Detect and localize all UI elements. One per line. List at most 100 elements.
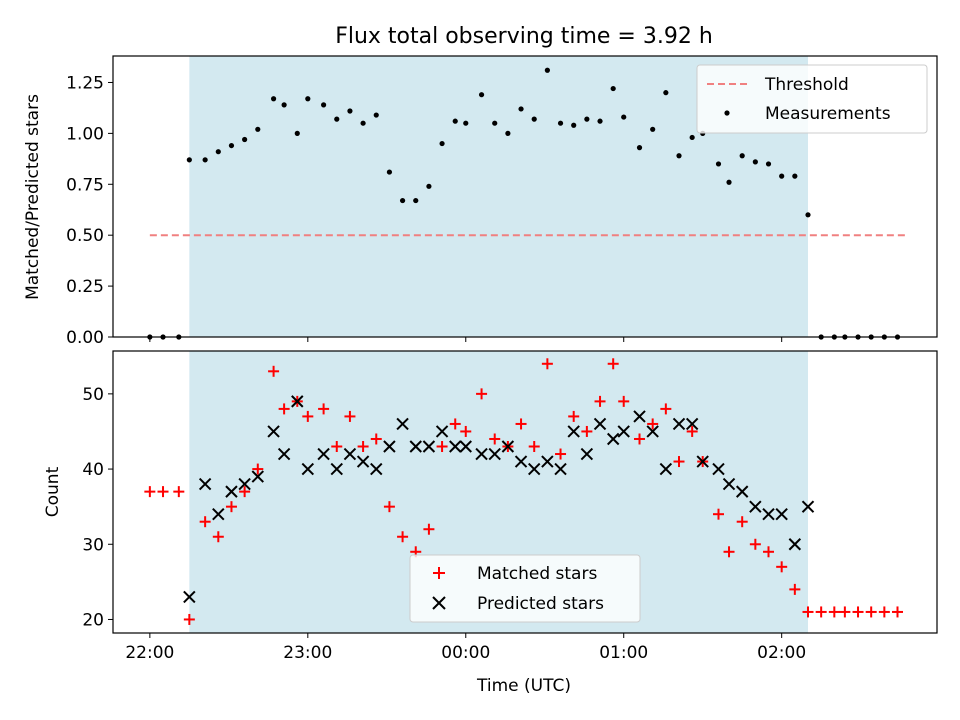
measurement-point bbox=[270, 96, 277, 102]
measurement-point bbox=[215, 149, 221, 155]
matched-star-marker bbox=[647, 418, 659, 430]
predicted-star-marker bbox=[317, 447, 330, 461]
measurement-point bbox=[347, 108, 353, 114]
matched-star-marker bbox=[199, 516, 211, 528]
top-y-ticks: 0.00 0.25 0.50 0.75 1.00 1.25 bbox=[66, 73, 113, 348]
bottom-panel: 20 30 40 50 22:00 23:00 00:00 01:00 02:00 Count… bbox=[43, 350, 938, 696]
matched-star-marker bbox=[476, 388, 488, 400]
measurement-point bbox=[399, 197, 406, 204]
matched-star-marker bbox=[839, 606, 851, 618]
matched-star-marker bbox=[157, 486, 169, 498]
measurement-point bbox=[281, 102, 287, 108]
predicted-star-marker bbox=[449, 440, 462, 453]
predicted-star-marker bbox=[528, 462, 541, 476]
chart-title: Flux total observing time = 3.92 h bbox=[335, 24, 713, 49]
matched-star-marker bbox=[239, 486, 251, 498]
measurement-point bbox=[186, 157, 192, 163]
y-tick-label: 0.75 bbox=[66, 175, 104, 195]
matched-star-marker bbox=[618, 395, 630, 407]
matched-star-marker bbox=[302, 410, 314, 422]
matched-star-marker bbox=[865, 606, 877, 618]
measurement-point bbox=[360, 120, 366, 126]
matched-star-marker bbox=[460, 425, 472, 437]
measurement-point bbox=[739, 153, 745, 159]
predicted-star-marker bbox=[422, 440, 436, 453]
measurement-point bbox=[689, 134, 695, 141]
predicted-star-marker bbox=[198, 477, 212, 491]
measurement-point bbox=[242, 136, 248, 143]
x-axis-label: Time (UTC) bbox=[476, 676, 571, 696]
measurement-point bbox=[663, 90, 669, 96]
y-tick-label: 1.25 bbox=[66, 73, 104, 93]
measurement-point bbox=[492, 120, 498, 126]
measurement-point bbox=[463, 120, 469, 126]
x-tick-label: 22:00 bbox=[125, 643, 174, 663]
matched-stars-legend-label: Matched stars bbox=[477, 564, 597, 584]
x-tick-label: 02:00 bbox=[757, 643, 806, 663]
measurement-point bbox=[792, 173, 798, 179]
matched-star-marker bbox=[397, 531, 409, 543]
measurement-point bbox=[305, 96, 311, 102]
matched-star-marker bbox=[686, 425, 698, 437]
matched-stars-legend-swatch bbox=[433, 567, 445, 579]
measurement-point bbox=[373, 112, 379, 118]
top-legend-box bbox=[696, 64, 928, 134]
predicted-star-marker bbox=[225, 485, 238, 498]
matched-star-marker bbox=[225, 501, 237, 513]
matched-star-marker bbox=[436, 441, 448, 453]
predicted-star-marker bbox=[685, 417, 699, 431]
matched-star-marker bbox=[723, 546, 735, 558]
predicted-star-marker bbox=[646, 425, 659, 438]
predicted-star-marker bbox=[396, 417, 409, 431]
predicted-star-marker bbox=[659, 462, 673, 476]
matched-star-marker bbox=[278, 403, 290, 415]
y-tick-label: 30 bbox=[82, 535, 104, 555]
top-panel: Flux total observing time = 3.92 h 0.00 0… bbox=[23, 24, 938, 348]
matched-star-marker bbox=[802, 606, 814, 618]
measurement-point bbox=[531, 116, 537, 122]
measurement-point bbox=[255, 126, 261, 132]
top-y-axis-label: Matched/Predicted stars bbox=[23, 94, 43, 300]
measurement-point bbox=[321, 102, 327, 108]
matched-star-marker bbox=[318, 403, 330, 415]
matched-star-marker bbox=[183, 613, 195, 625]
predicted-star-marker bbox=[291, 395, 304, 408]
predicted-star-marker bbox=[277, 447, 291, 461]
matched-star-marker bbox=[173, 486, 185, 498]
matched-star-marker bbox=[212, 531, 224, 543]
predicted-star-marker bbox=[238, 477, 251, 491]
measurement-point bbox=[715, 161, 722, 167]
measurement-point bbox=[621, 114, 627, 120]
predicted-star-marker bbox=[514, 455, 528, 468]
predicted-star-marker bbox=[735, 485, 749, 498]
measurement-point bbox=[426, 183, 432, 189]
measurement-point bbox=[294, 130, 300, 136]
predicted-star-marker bbox=[672, 417, 686, 431]
bottom-axes-frame bbox=[112, 350, 938, 634]
predicted-star-marker bbox=[580, 447, 594, 461]
matched-star-marker bbox=[528, 441, 540, 453]
y-tick-label: 1.00 bbox=[66, 124, 104, 144]
x-tick-label: 01:00 bbox=[599, 643, 648, 663]
measurement-point bbox=[413, 197, 419, 204]
top-axes-frame bbox=[112, 55, 938, 338]
matched-star-marker bbox=[594, 395, 606, 407]
matched-star-marker bbox=[892, 606, 904, 618]
matched-star-marker bbox=[852, 606, 864, 618]
measurement-point bbox=[610, 85, 616, 92]
matched-star-marker bbox=[252, 463, 264, 475]
y-tick-label: 50 bbox=[82, 385, 104, 405]
y-tick-label: 0.00 bbox=[66, 328, 104, 348]
predicted-star-marker bbox=[541, 455, 554, 468]
matched-star-marker bbox=[581, 425, 593, 437]
x-tick-label: 00:00 bbox=[441, 643, 490, 663]
predicted-star-marker bbox=[712, 462, 725, 476]
measurement-point bbox=[676, 153, 682, 159]
bottom-y-axis-label: Count bbox=[43, 466, 63, 517]
predicted-star-marker bbox=[801, 500, 815, 513]
measurements-legend-swatch bbox=[724, 110, 730, 116]
matched-star-marker bbox=[815, 606, 827, 618]
predicted-star-marker bbox=[722, 477, 736, 491]
bottom-plot-marks bbox=[144, 358, 904, 625]
